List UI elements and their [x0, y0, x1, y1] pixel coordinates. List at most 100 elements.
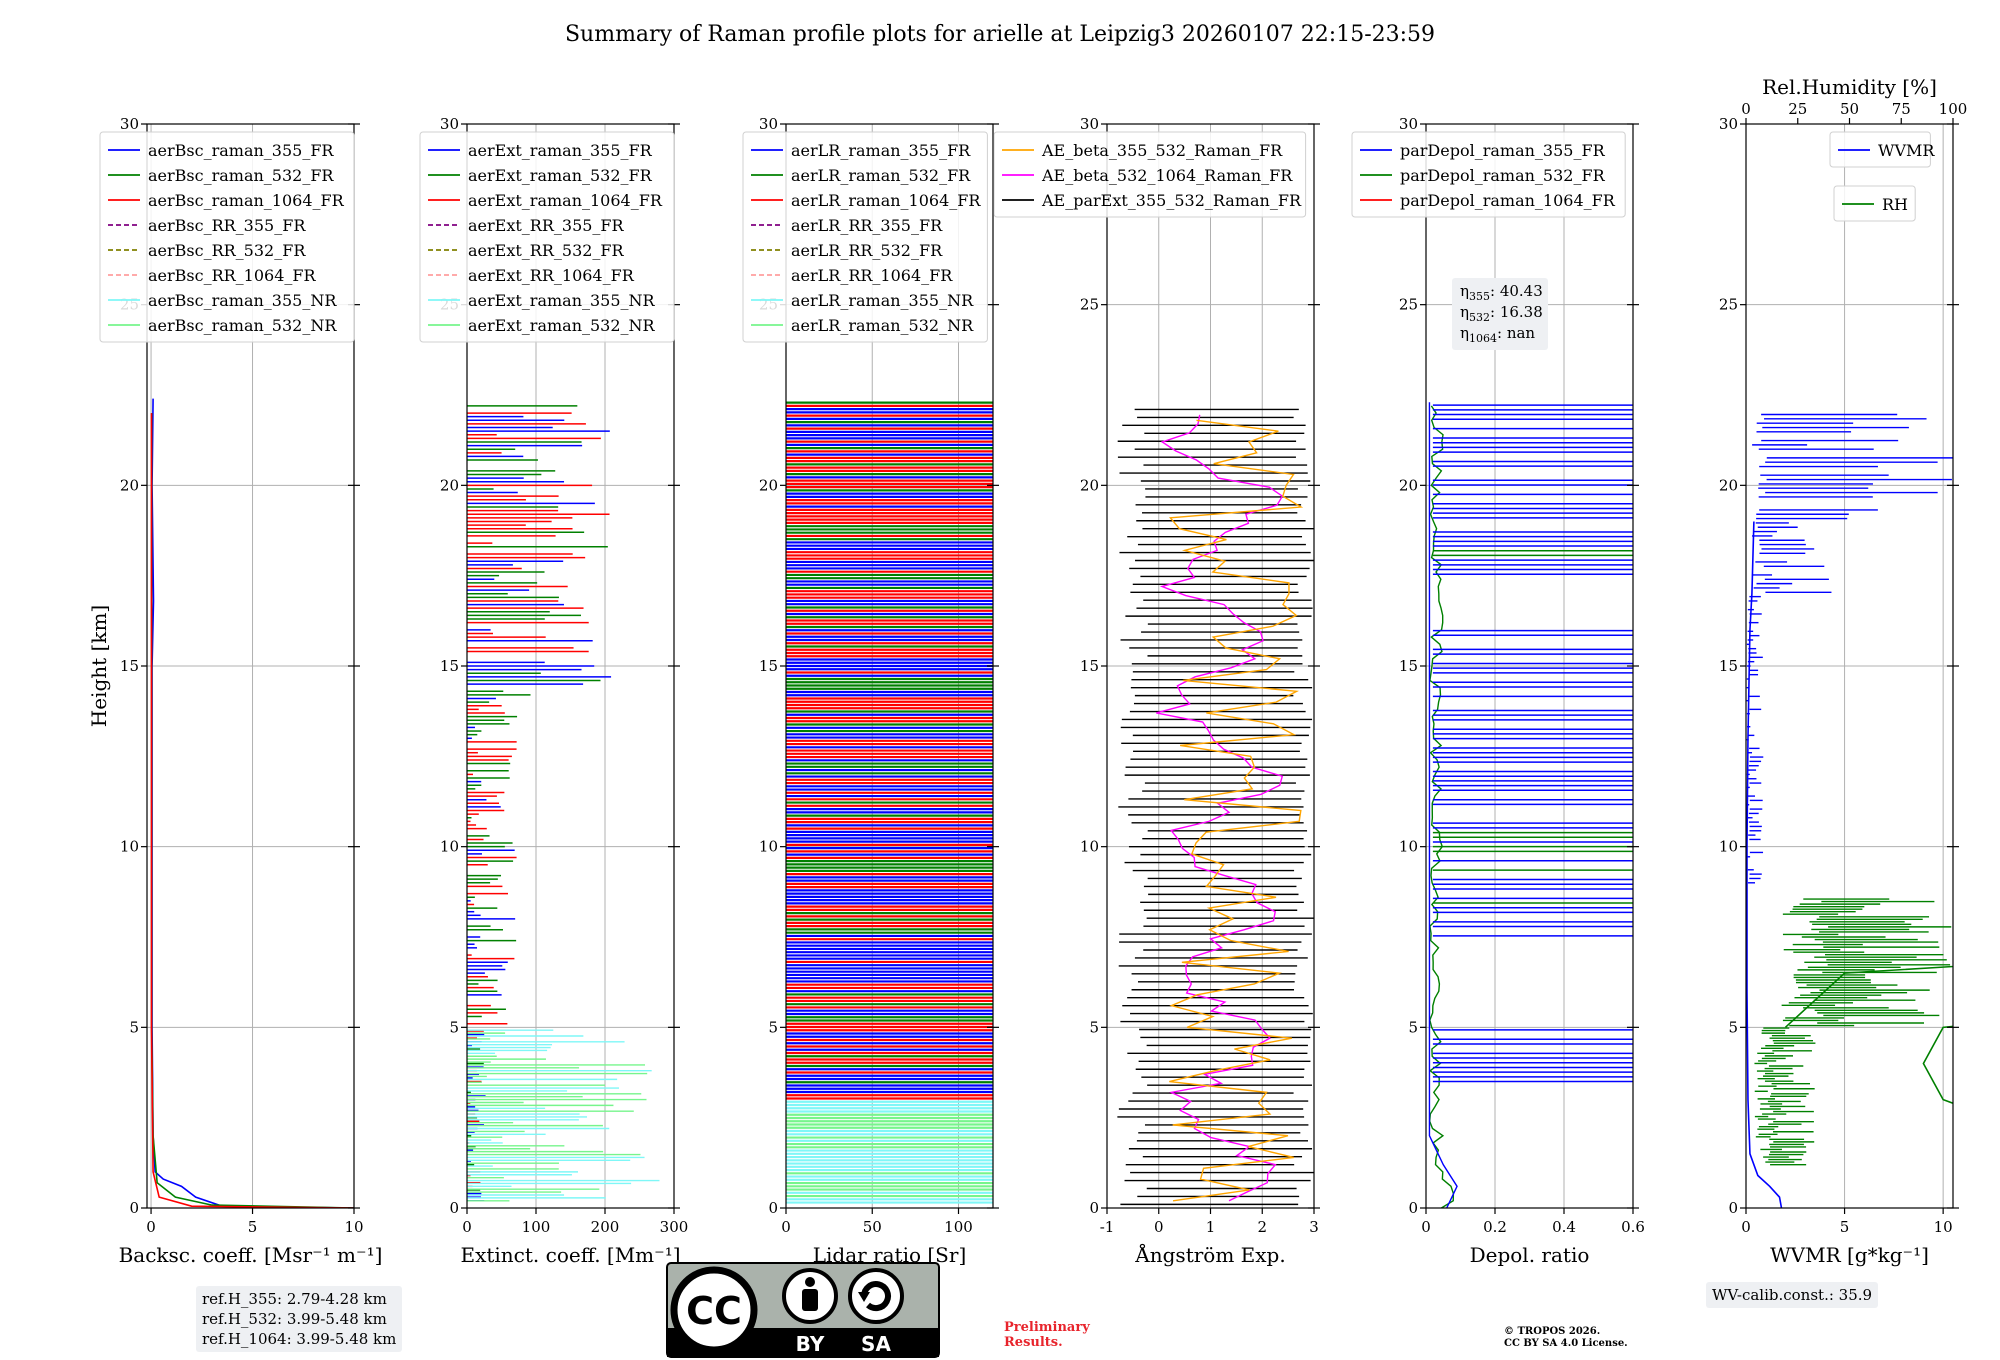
x-tick-label: 0 [781, 1218, 791, 1236]
legend-frame [1351, 131, 1626, 218]
data-area-wv [1746, 413, 1953, 1208]
y-tick-label: 0 [1728, 1199, 1738, 1217]
legend-entry-label: aerLR_raman_355_NR [791, 291, 974, 310]
top-x-tick-label: 50 [1840, 100, 1859, 118]
copyright-note: © TROPOS 2026. CC BY SA 4.0 License. [1504, 1326, 1628, 1350]
legend-entry-label: aerLR_RR_532_FR [791, 241, 943, 260]
figure-title: Summary of Raman profile plots for ariel… [564, 22, 1436, 47]
y-tick-label: 0 [129, 1199, 139, 1217]
legend-lr: aerLR_raman_355_FR aerLR_raman_532_FR aerL… [742, 131, 988, 343]
x-tick-label: 50 [863, 1218, 882, 1236]
y-tick-label: 10 [759, 838, 778, 856]
top-x-tick-label: 25 [1788, 100, 1807, 118]
y-tick-label: 30 [1719, 115, 1738, 133]
legend-entry-label: aerBsc_raman_355_NR [148, 291, 337, 310]
x-axis-label-bsc: Backsc. coeff. [Msr⁻¹ m⁻¹] [119, 1243, 383, 1267]
y-tick-label: 20 [120, 476, 139, 494]
cc-logo-text: CC [686, 1289, 742, 1333]
y-axis-label: Height [km] [87, 605, 111, 727]
y-tick-label: 25 [1719, 296, 1738, 314]
y-tick-label: 5 [1728, 1018, 1738, 1036]
y-tick-label: 10 [1719, 838, 1738, 856]
legend-entry-label: aerBsc_raman_1064_FR [148, 191, 345, 210]
y-tick-label: 20 [440, 476, 459, 494]
legend2-wv: RH [1833, 185, 1916, 222]
data-area-ae [1117, 408, 1314, 1206]
x-tick-label: 300 [660, 1218, 689, 1236]
x-tick-label: 0.6 [1621, 1218, 1645, 1236]
preliminary-results-note: Preliminary Results. [1004, 1320, 1090, 1350]
legend-entry-label: aerBsc_raman_355_FR [148, 141, 334, 160]
copyright-line-1: © TROPOS 2026. [1504, 1326, 1601, 1337]
data-area-dep [1428, 402, 1633, 1208]
y-tick-label: 30 [120, 115, 139, 133]
x-tick-label: 200 [591, 1218, 620, 1236]
y-tick-label: 0 [1089, 1199, 1099, 1217]
y-tick-label: 20 [759, 476, 778, 494]
x-tick-label: 0 [462, 1218, 472, 1236]
y-tick-label: 30 [440, 115, 459, 133]
data-area-bsc [150, 398, 354, 1208]
y-tick-label: 15 [120, 657, 139, 675]
legend-entry-label: aerExt_raman_355_NR [468, 291, 656, 310]
y-tick-label: 20 [1399, 476, 1418, 494]
legend-entry-label: aerExt_RR_355_FR [468, 216, 625, 235]
legend-bsc: aerBsc_raman_355_FR aerBsc_raman_532_FRae… [99, 131, 355, 343]
series-aerBsc_raman_355_FR [151, 398, 354, 1208]
panel-dep: 0 5 10 15 20 25 30 0 0.2 0.4 0.6 Depol. ratio parDep… [1351, 115, 1645, 1267]
x-axis-label-wv: WVMR [g*kg⁻¹] [1770, 1243, 1929, 1267]
annotation-box [1452, 278, 1548, 350]
legend-frame [99, 131, 355, 343]
y-tick-label: 5 [768, 1018, 778, 1036]
ref-height-532: ref.H_532: 3.99-5.48 km [202, 1310, 387, 1328]
top-x-axis-label: Rel.Humidity [%] [1762, 75, 1937, 99]
legend-ext: aerExt_raman_355_FR aerExt_raman_532_FRae… [419, 131, 675, 343]
legend-entry-label: RH [1882, 195, 1908, 214]
x-tick-label: 100 [944, 1218, 973, 1236]
legend-frame [993, 131, 1307, 218]
series-AE_beta_532_1064_Raman_FR [1156, 414, 1284, 1202]
x-tick-label: -1 [1100, 1218, 1115, 1236]
x-tick-label: 5 [1840, 1218, 1850, 1236]
legend-entry-label: aerExt_RR_1064_FR [468, 266, 635, 285]
series-AE_beta_355_532_Raman_FR [1168, 419, 1304, 1202]
series-aerBsc_raman_1064_FR [150, 413, 354, 1208]
x-tick-label: 0.2 [1483, 1218, 1507, 1236]
x-tick-label: 0 [1154, 1218, 1164, 1236]
legend-entry-label: aerLR_RR_1064_FR [791, 266, 953, 285]
top-x-tick-label: 0 [1741, 100, 1751, 118]
panel-bsc: 0510152025300510Backsc. coeff. [Msr⁻¹ m⁻… [87, 115, 382, 1267]
ref-height-1064: ref.H_1064: 3.99-5.48 km [202, 1330, 397, 1348]
x-tick-label: 100 [522, 1218, 551, 1236]
legend-frame [742, 131, 988, 343]
y-tick-label: 20 [1719, 476, 1738, 494]
legend-frame [1829, 131, 1931, 168]
sa-share-alike-icon [848, 1268, 904, 1324]
legend-entry-label: aerExt_RR_532_FR [468, 241, 625, 260]
legend-ae: AE_beta_355_532_Raman_FR AE_beta_532_1064… [993, 131, 1307, 218]
legend-entry-label: WVMR [1878, 141, 1935, 160]
x-tick-label: 10 [1934, 1218, 1953, 1236]
legend-entry-label: aerLR_raman_532_FR [791, 166, 971, 185]
legend-entry-label: aerLR_RR_355_FR [791, 216, 943, 235]
x-axis-label-ext: Extinct. coeff. [Mm⁻¹] [460, 1243, 680, 1267]
y-tick-label: 25 [1399, 296, 1418, 314]
legend-frame [419, 131, 675, 343]
sa-label: SA [861, 1332, 891, 1356]
y-tick-label: 5 [129, 1018, 139, 1036]
x-tick-label: 0.4 [1552, 1218, 1576, 1236]
y-tick-label: 30 [759, 115, 778, 133]
y-tick-label: 5 [449, 1018, 459, 1036]
cc-by-sa-license-badge: CC BY SA [666, 1262, 940, 1358]
legend-entry-label: aerBsc_raman_532_FR [148, 166, 334, 185]
cc-logo-icon [670, 1266, 758, 1354]
x-tick-label: 3 [1309, 1218, 1319, 1236]
x-tick-label: 1 [1206, 1218, 1216, 1236]
x-tick-label: 0 [146, 1218, 156, 1236]
copyright-line-2: CC BY SA 4.0 License. [1504, 1338, 1628, 1349]
y-tick-label: 15 [759, 657, 778, 675]
y-tick-label: 20 [1080, 476, 1099, 494]
